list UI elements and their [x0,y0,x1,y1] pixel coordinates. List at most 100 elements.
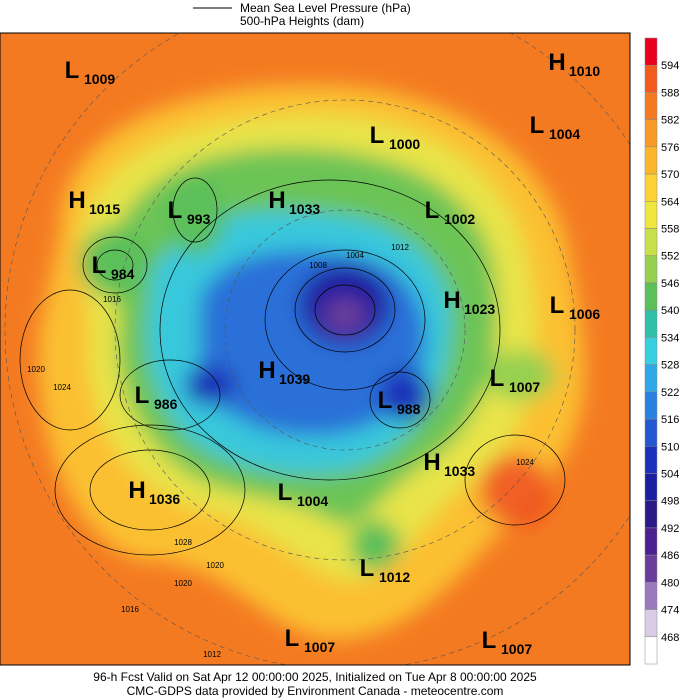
colorbar-tick: 570 [661,169,679,181]
center-value: 1006 [569,306,600,322]
pressure-center: L 986 [135,382,178,412]
pressure-center: H 1033 [268,187,320,217]
isobar-label: 1020 [206,561,224,570]
center-kind: L [425,197,440,224]
colorbar-tick: 498 [661,496,679,508]
colorbar-tick: 528 [661,360,679,372]
center-value: 1002 [444,211,475,227]
pressure-center: H 1033 [423,449,475,479]
colorbar: 594 588 582 576 570 564 558 552 546 540 534 528 522 5… [644,37,679,665]
center-kind: H [443,287,460,314]
colorbar-tick: 468 [661,632,679,644]
isobar-label: 1016 [103,295,121,304]
colorbar-swatch [644,92,658,120]
center-value: 1033 [444,463,475,479]
isobar-label: 1012 [203,650,221,659]
center-value: 1007 [304,639,335,655]
isobar-label: 1016 [121,605,139,614]
center-value: 1010 [569,63,600,79]
center-kind: L [482,627,497,654]
colorbar-swatch [644,418,658,447]
pressure-center: L 1004 [530,112,581,142]
colorbar-tick: 486 [661,550,679,562]
pressure-center: L 1007 [490,365,541,395]
pressure-center: L 993 [168,197,211,227]
colorbar-swatch [644,446,658,474]
isobar-label: 1008 [309,261,327,270]
center-kind: H [423,449,440,476]
footer-line: CMC-GDPS data provided by Environment Ca… [127,684,504,698]
center-value: 1023 [464,301,495,317]
colorbar-swatch [644,201,658,229]
colorbar-tick: 474 [661,605,679,617]
colorbar-tick: 534 [661,332,679,344]
center-value: 1033 [289,201,320,217]
pressure-center: L 1000 [370,122,421,152]
colorbar-swatch [644,173,658,202]
center-kind: L [135,382,150,409]
colorbar-swatch [644,554,658,583]
pressure-center: H 1010 [548,49,600,79]
colorbar-swatch [644,364,658,393]
legend-heights: 500-hPa Heights (dam) [240,14,364,28]
center-value: 1000 [389,136,420,152]
center-value: 1015 [89,201,120,217]
pressure-center: L 1007 [285,625,336,655]
center-kind: H [548,49,565,76]
center-value: 1007 [501,641,532,657]
center-value: 984 [111,266,135,282]
center-value: 1012 [379,569,410,585]
pressure-center: L 1007 [482,627,533,657]
center-value: 1039 [279,371,310,387]
center-kind: L [360,555,375,582]
colorbar-tick: 504 [661,468,679,480]
isobar-label: 1020 [27,365,45,374]
pressure-center: H 1023 [443,287,495,317]
pressure-center: H 1036 [128,477,180,507]
center-kind: H [268,187,285,214]
center-kind: H [68,187,85,214]
pressure-center: L 984 [92,252,135,282]
colorbar-swatch [644,146,658,175]
center-kind: L [285,625,300,652]
center-kind: L [278,479,293,506]
center-value: 988 [397,401,421,417]
colorbar-swatch [644,582,658,610]
colorbar-swatch [644,119,658,148]
isobar-label: 1024 [53,383,71,392]
colorbar-tick: 576 [661,142,679,154]
colorbar-tick: 480 [661,577,679,589]
center-value: 1009 [84,71,115,87]
pressure-center: L 1012 [360,555,411,585]
pressure-center: H 1039 [258,357,310,387]
pressure-center: L 1002 [425,197,476,227]
pressure-center: H 1015 [68,187,120,217]
colorbar-tick: 558 [661,224,679,236]
colorbar-tick: 492 [661,523,679,535]
center-kind: L [370,122,385,149]
isobar-label: 1020 [174,579,192,588]
colorbar-swatch [644,309,658,338]
colorbar-swatch [644,473,658,501]
colorbar-swatch [644,500,658,529]
colorbar-tick: 564 [661,196,679,208]
colorbar-swatch [644,609,658,638]
center-value: 1036 [149,491,180,507]
isobar-label: 1004 [346,251,364,260]
center-kind: H [128,477,145,504]
isobar-label: 1028 [174,538,192,547]
center-kind: L [490,365,505,392]
colorbar-swatch [644,37,658,66]
pressure-center: L 1006 [550,292,601,322]
colorbar-tick: 594 [661,60,679,72]
center-value: 1004 [297,493,328,509]
colorbar-tick: 522 [661,387,679,399]
map-frame [0,32,631,666]
center-value: 1007 [509,379,540,395]
colorbar-tick: 546 [661,278,679,290]
center-value: 986 [154,396,178,412]
colorbar-swatch [644,282,658,311]
colorbar-swatch [644,255,658,284]
map [0,33,630,665]
